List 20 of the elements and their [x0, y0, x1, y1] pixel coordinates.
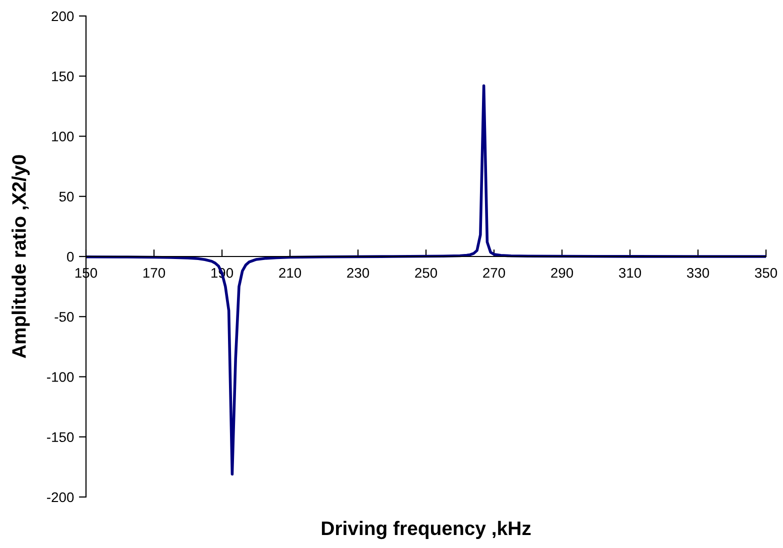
x-tick-label: 270 — [483, 268, 506, 278]
y-tick-label: 50 — [59, 192, 74, 202]
y-tick-label: 200 — [52, 11, 74, 22]
y-tick-label: -100 — [47, 372, 74, 382]
y-tick-label: -150 — [47, 432, 74, 442]
y-tick-label: -50 — [54, 312, 74, 322]
x-tick-label: 310 — [618, 268, 642, 278]
y-tick-label: 0 — [67, 252, 74, 262]
x-tick-label: 170 — [143, 268, 166, 278]
y-tick-label: 100 — [52, 132, 74, 142]
y-tick-label: 150 — [52, 71, 74, 82]
x-tick-label: 290 — [551, 268, 574, 278]
y-axis-title: Amplitude ratio ,X2/y0 — [12, 155, 30, 358]
y-tick-label: -200 — [47, 492, 74, 502]
x-axis-title: Driving frequency ,kHz — [322, 520, 531, 540]
x-tick-label: 350 — [754, 268, 778, 278]
x-tick-label: 330 — [686, 268, 710, 278]
x-tick-label: 210 — [279, 268, 302, 278]
x-tick-label: 230 — [347, 268, 370, 278]
x-tick-label: 250 — [415, 268, 438, 278]
